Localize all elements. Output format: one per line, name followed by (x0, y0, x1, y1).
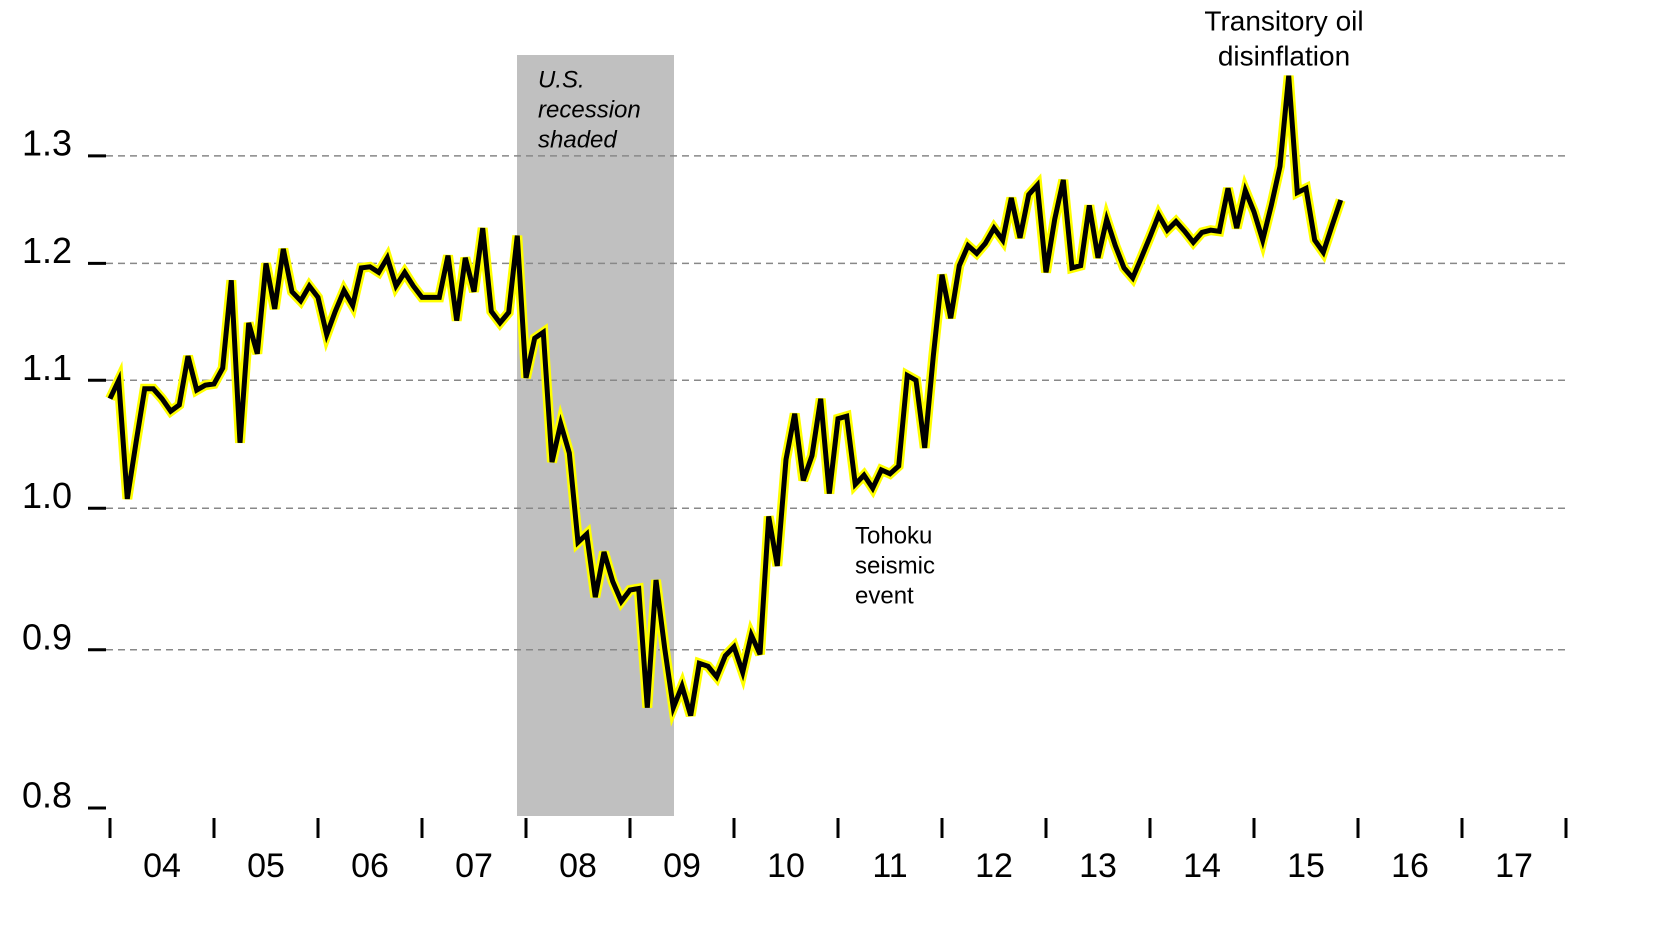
annotation: shaded (538, 126, 617, 153)
x-tick-label: 16 (1391, 847, 1429, 885)
x-tick-label: 08 (559, 847, 597, 885)
line-outline (105, 75, 1346, 727)
y-tick-label: 0.8 (22, 775, 72, 816)
x-tick-label: 09 (663, 847, 701, 885)
x-tick-label: 06 (351, 847, 389, 885)
x-tick-label: 07 (455, 847, 493, 885)
y-tick-label: 1.2 (22, 230, 72, 271)
annotation: U.S. (538, 66, 585, 93)
annotation: recession (538, 96, 641, 123)
x-tick-label: 12 (975, 847, 1013, 885)
annotation: Tohoku (855, 522, 932, 549)
annotation: disinflation (1218, 40, 1350, 71)
annotation: seismic (855, 552, 935, 579)
x-tick-label: 11 (872, 847, 907, 885)
x-tick-label: 05 (247, 847, 285, 885)
x-tick-label: 10 (767, 847, 805, 885)
y-tick-label: 1.1 (22, 347, 72, 388)
x-tick-label: 04 (143, 847, 181, 885)
y-tick-label: 1.0 (22, 475, 72, 516)
x-tick-label: 17 (1495, 847, 1533, 885)
y-tick-label: 0.9 (22, 616, 72, 657)
annotation: event (855, 582, 914, 609)
x-tick-label: 14 (1183, 847, 1221, 885)
x-tick-label: 13 (1079, 847, 1117, 885)
y-tick-label: 1.3 (22, 122, 72, 163)
annotation: Transitory oil (1204, 5, 1363, 36)
line (107, 75, 1344, 718)
x-tick-label: 15 (1287, 847, 1325, 885)
